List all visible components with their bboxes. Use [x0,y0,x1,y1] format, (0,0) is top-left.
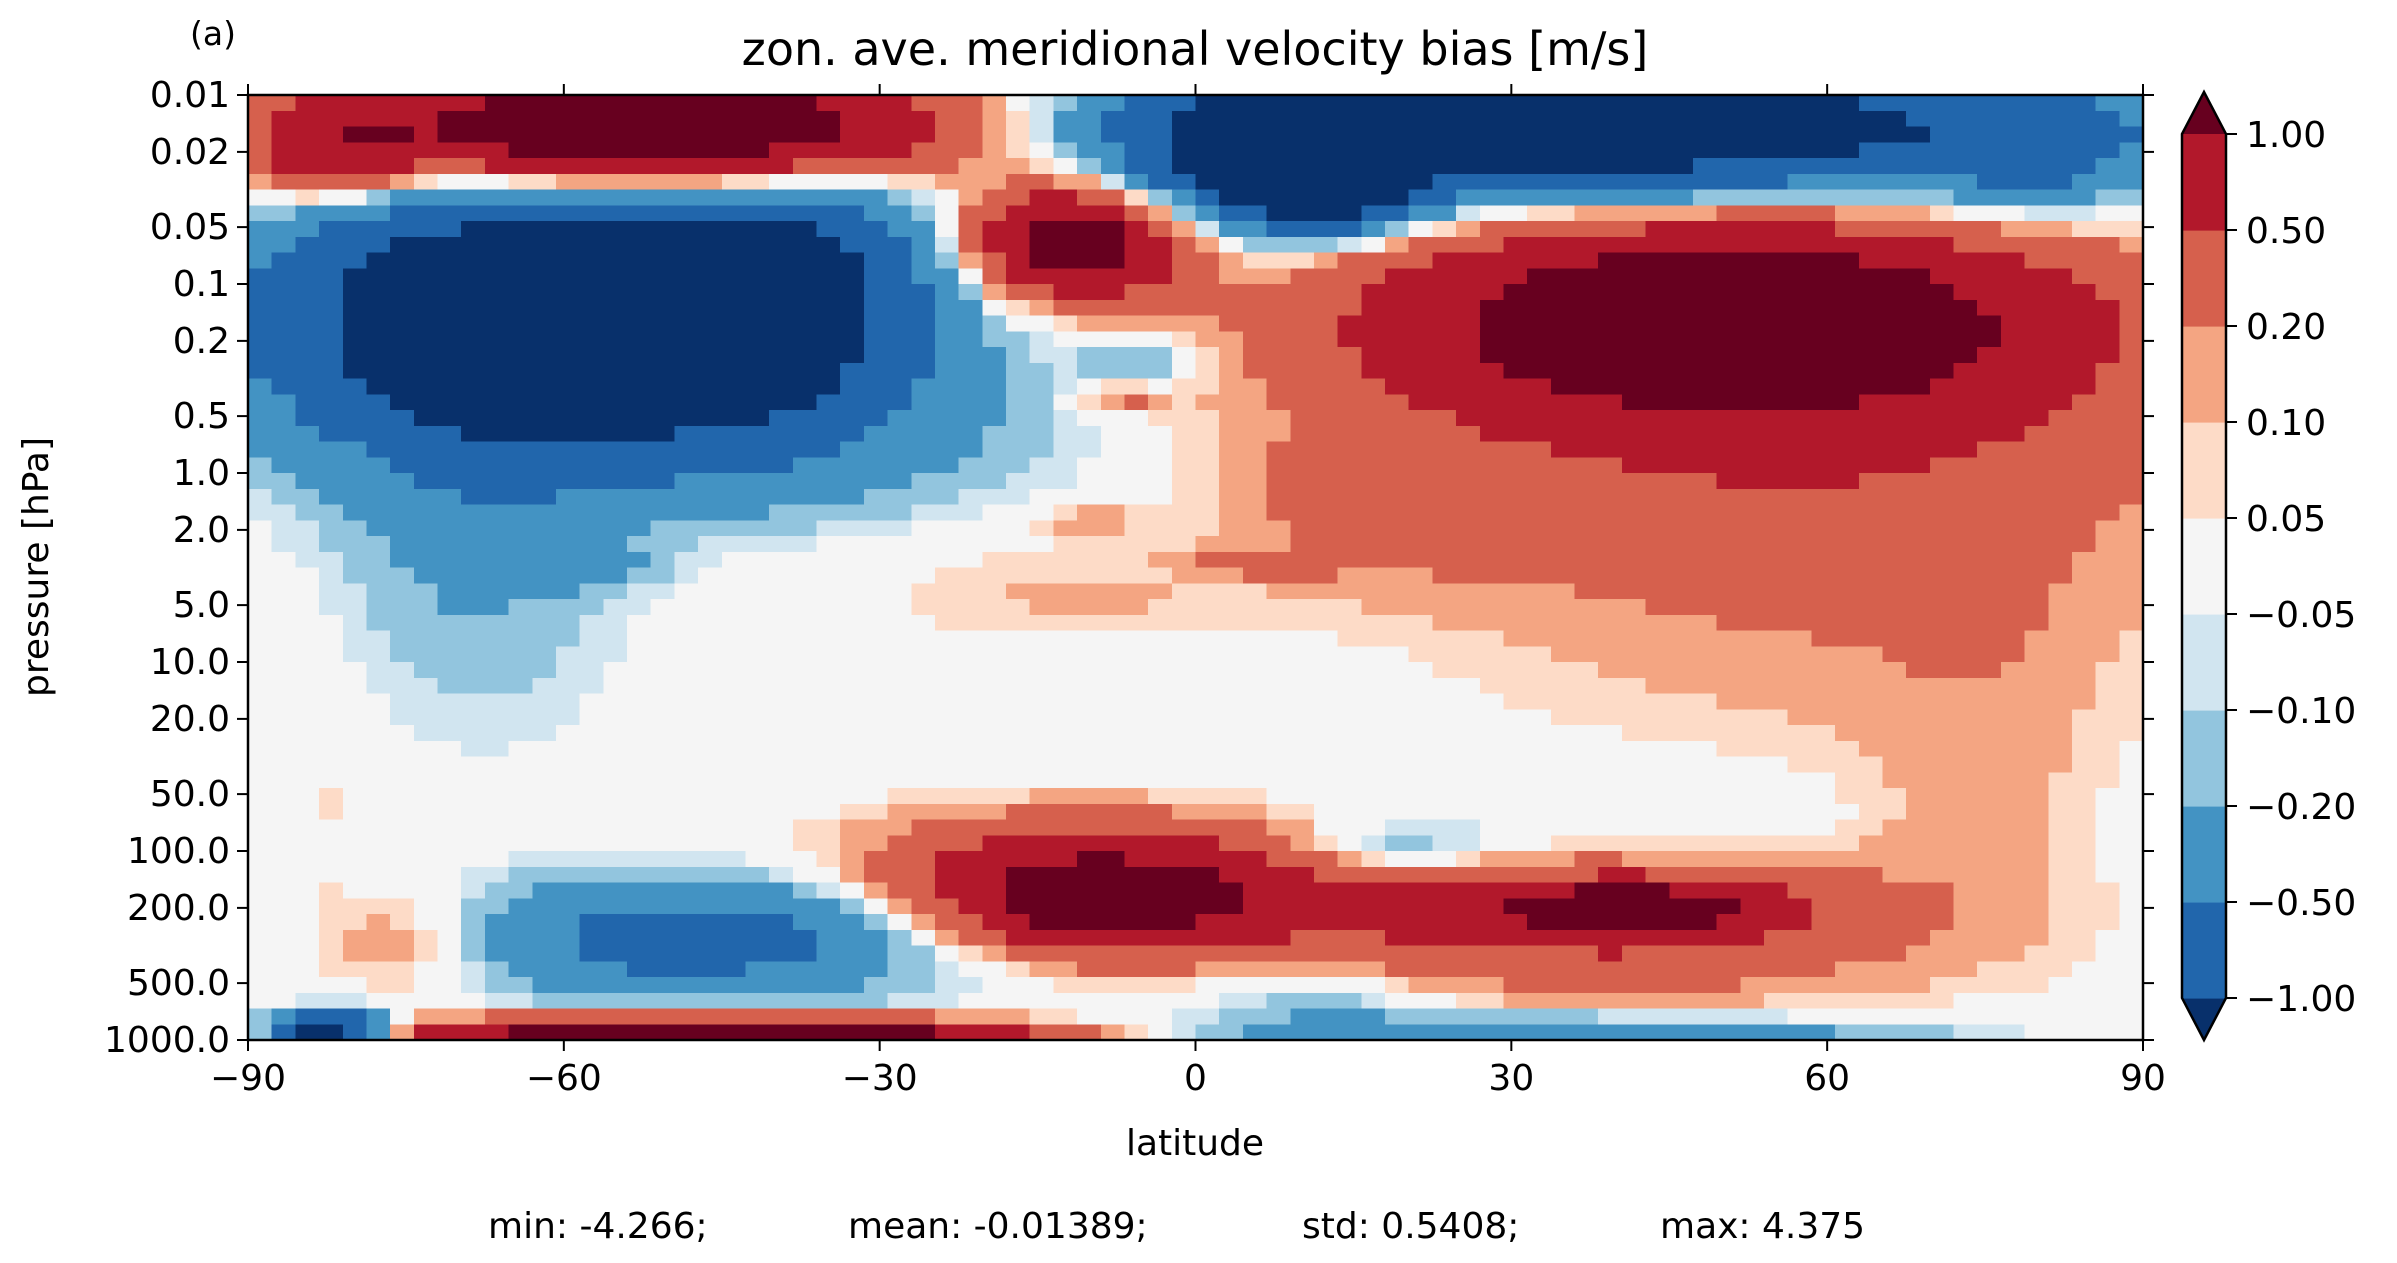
x-tick-label: −60 [526,1058,602,1099]
stat-max: max: 4.375 [1660,1206,1865,1247]
y-tick-label: 2.0 [173,510,230,551]
x-tick-label: 60 [1804,1058,1850,1099]
y-tick-label: 100.0 [127,831,230,872]
colorbar-tick-label: −0.50 [2246,883,2356,924]
colorbar-segment [2182,902,2226,999]
y-tick-label: 0.02 [150,132,230,173]
colorbar-segment [2182,326,2226,423]
x-axis-label: latitude [1126,1123,1264,1164]
y-tick-label: 0.01 [150,75,230,116]
y-tick-label: 5.0 [173,585,230,626]
chart-title: zon. ave. meridional velocity bias [m/s] [742,22,1649,76]
y-tick-label: 0.05 [150,207,230,248]
colorbar-extend-min [2182,998,2226,1040]
y-tick-label: 200.0 [127,888,230,929]
x-axis: −90 −60 −30 0 30 60 90 [210,84,2166,1099]
colorbar-tick-label: −1.00 [2246,979,2356,1020]
x-tick-label: 0 [1184,1058,1207,1099]
colorbar-segment [2182,134,2226,231]
colorbar-segment [2182,422,2226,519]
colorbar-tick-label: 0.05 [2246,499,2326,540]
colorbar-tick-label: 0.10 [2246,403,2326,444]
y-tick-label: 500.0 [127,963,230,1004]
colorbar-segment [2182,518,2226,615]
colorbar-extend-max [2182,92,2226,134]
y-tick-label: 50.0 [150,774,230,815]
colorbar: −1.00 −0.50 −0.20 −0.10 −0.05 0.05 0.10 0.20 0.5… [2180,89,2356,1043]
colorbar-segment [2182,614,2226,711]
stat-std: std: 0.5408; [1302,1206,1519,1247]
y-axis: 0.01 0.02 0.05 0.1 0.2 0.5 1.0 2.0 5.0 10.0 20.0 50… [104,75,2154,1061]
colorbar-tick-label: 0.50 [2246,211,2326,252]
colorbar-segment [2182,806,2226,903]
y-axis-label: pressure [hPa] [16,437,57,697]
stat-min: min: -4.266; [488,1206,708,1247]
colorbar-tick-label: −0.10 [2246,691,2356,732]
y-tick-label: 10.0 [150,642,230,683]
x-tick-label: 90 [2120,1058,2166,1099]
y-tick-label: 0.5 [173,396,230,437]
heatmap-image [248,95,2143,1040]
panel-label: (a) [190,14,236,53]
colorbar-tick-label: 1.00 [2246,115,2326,156]
y-tick-label: 1.0 [173,453,230,494]
y-tick-label: 1000.0 [104,1020,230,1061]
y-tick-label: 0.1 [173,264,230,305]
colorbar-tick-label: 0.20 [2246,307,2326,348]
stat-mean: mean: -0.01389; [848,1206,1148,1247]
y-tick-label: 0.2 [173,321,230,362]
x-tick-label: −90 [210,1058,286,1099]
colorbar-tick-label: −0.05 [2246,595,2356,636]
x-tick-label: −30 [842,1058,918,1099]
heatmap-plot-area [248,95,2143,1040]
y-tick-label: 20.0 [150,699,230,740]
colorbar-tick-label: −0.20 [2246,787,2356,828]
colorbar-segment [2182,230,2226,327]
x-tick-label: 30 [1488,1058,1534,1099]
colorbar-segment [2182,710,2226,807]
stats-footer: min: -4.266; mean: -0.01389; std: 0.5408… [488,1206,1865,1247]
